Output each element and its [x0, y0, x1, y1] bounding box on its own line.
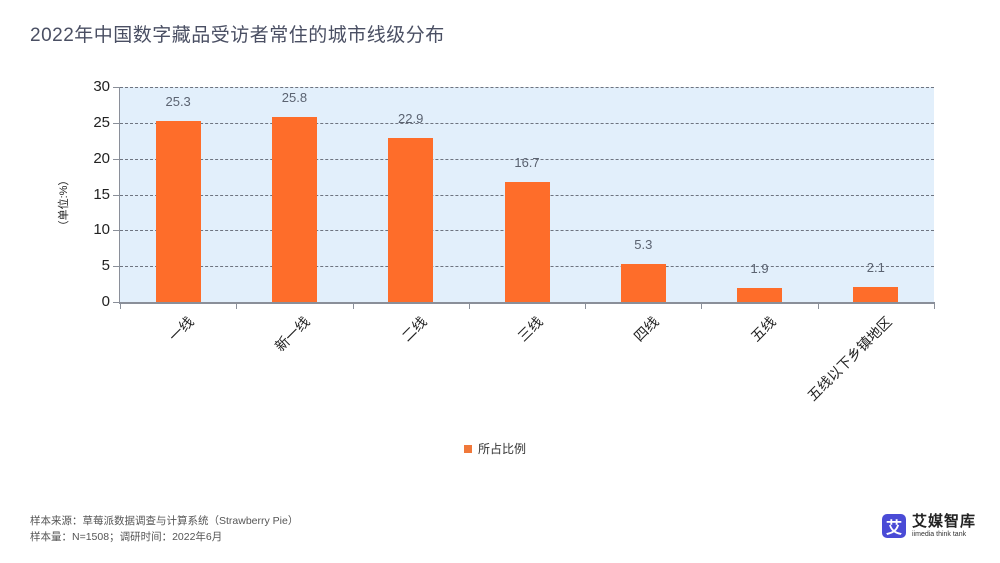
chart-title: 2022年中国数字藏品受访者常住的城市线级分布 — [30, 25, 445, 46]
bar-3 — [504, 182, 550, 302]
x-category-label: 新一线 — [272, 313, 314, 355]
bar-4 — [620, 264, 666, 302]
x-category-label: 二线 — [398, 313, 430, 345]
y-tick — [113, 158, 120, 160]
brand-logo: 艾 艾媒智库 iimedia think tank — [882, 513, 976, 539]
y-tick — [113, 122, 120, 124]
y-tick-label: 0 — [101, 293, 110, 310]
bar-6 — [853, 286, 899, 302]
data-label: 25.3 — [165, 93, 191, 109]
x-tick — [934, 302, 935, 309]
x-category-label: 三线 — [514, 313, 546, 345]
bar-1 — [271, 117, 317, 302]
data-label: 16.7 — [514, 155, 540, 171]
y-tick-label: 25 — [93, 113, 110, 131]
y-tick — [113, 302, 120, 303]
data-label: 1.9 — [750, 261, 769, 277]
x-tick — [352, 302, 354, 309]
x-category-label: 一线 — [165, 313, 197, 345]
x-category-label: 五线 — [747, 313, 779, 345]
y-tick-label: 20 — [93, 149, 110, 167]
legend-swatch — [464, 444, 472, 453]
y-tick — [113, 87, 120, 88]
y-tick-label: 15 — [93, 185, 110, 203]
x-category-label: 五线以下乡镇地区 — [804, 313, 895, 404]
bar-5 — [737, 288, 783, 302]
data-label: 25.8 — [281, 90, 308, 106]
y-tick — [113, 230, 120, 232]
y-tick-label: 10 — [93, 221, 110, 239]
x-tick — [585, 302, 587, 309]
x-axis — [119, 302, 935, 304]
x-tick — [468, 302, 470, 309]
y-tick — [113, 266, 120, 268]
sample-note: 样本量：N=1508；调研时间：2022年6月 — [30, 531, 223, 543]
y-tick-label: 30 — [93, 78, 110, 95]
y-axis-title: （单位:%） — [58, 174, 70, 232]
legend: 所占比例 — [464, 440, 526, 457]
data-label: 22.9 — [398, 110, 424, 126]
data-label: 5.3 — [634, 237, 653, 253]
bar-0 — [155, 120, 201, 302]
gridline — [120, 122, 934, 124]
gridline — [120, 87, 934, 88]
y-tick — [113, 194, 120, 196]
source-note: 样本来源：草莓派数据调查与计算系统（Strawberry Pie） — [30, 515, 299, 527]
gridline — [120, 158, 934, 160]
bar-2 — [388, 137, 434, 302]
x-tick — [817, 302, 819, 309]
footer-notes: 样本来源：草莓派数据调查与计算系统（Strawberry Pie） 样本量：N=… — [30, 513, 298, 545]
logo-name-en: iimedia think tank — [912, 531, 967, 538]
logo-icon: 艾 — [882, 514, 906, 538]
data-label: 2.1 — [866, 259, 885, 275]
x-tick — [120, 302, 121, 309]
y-tick-label: 5 — [101, 257, 110, 275]
legend-label: 所占比例 — [478, 442, 527, 456]
x-tick — [236, 302, 238, 309]
logo-name-cn: 艾媒智库 — [912, 513, 977, 530]
x-tick — [701, 302, 703, 309]
x-category-label: 四线 — [630, 313, 663, 345]
